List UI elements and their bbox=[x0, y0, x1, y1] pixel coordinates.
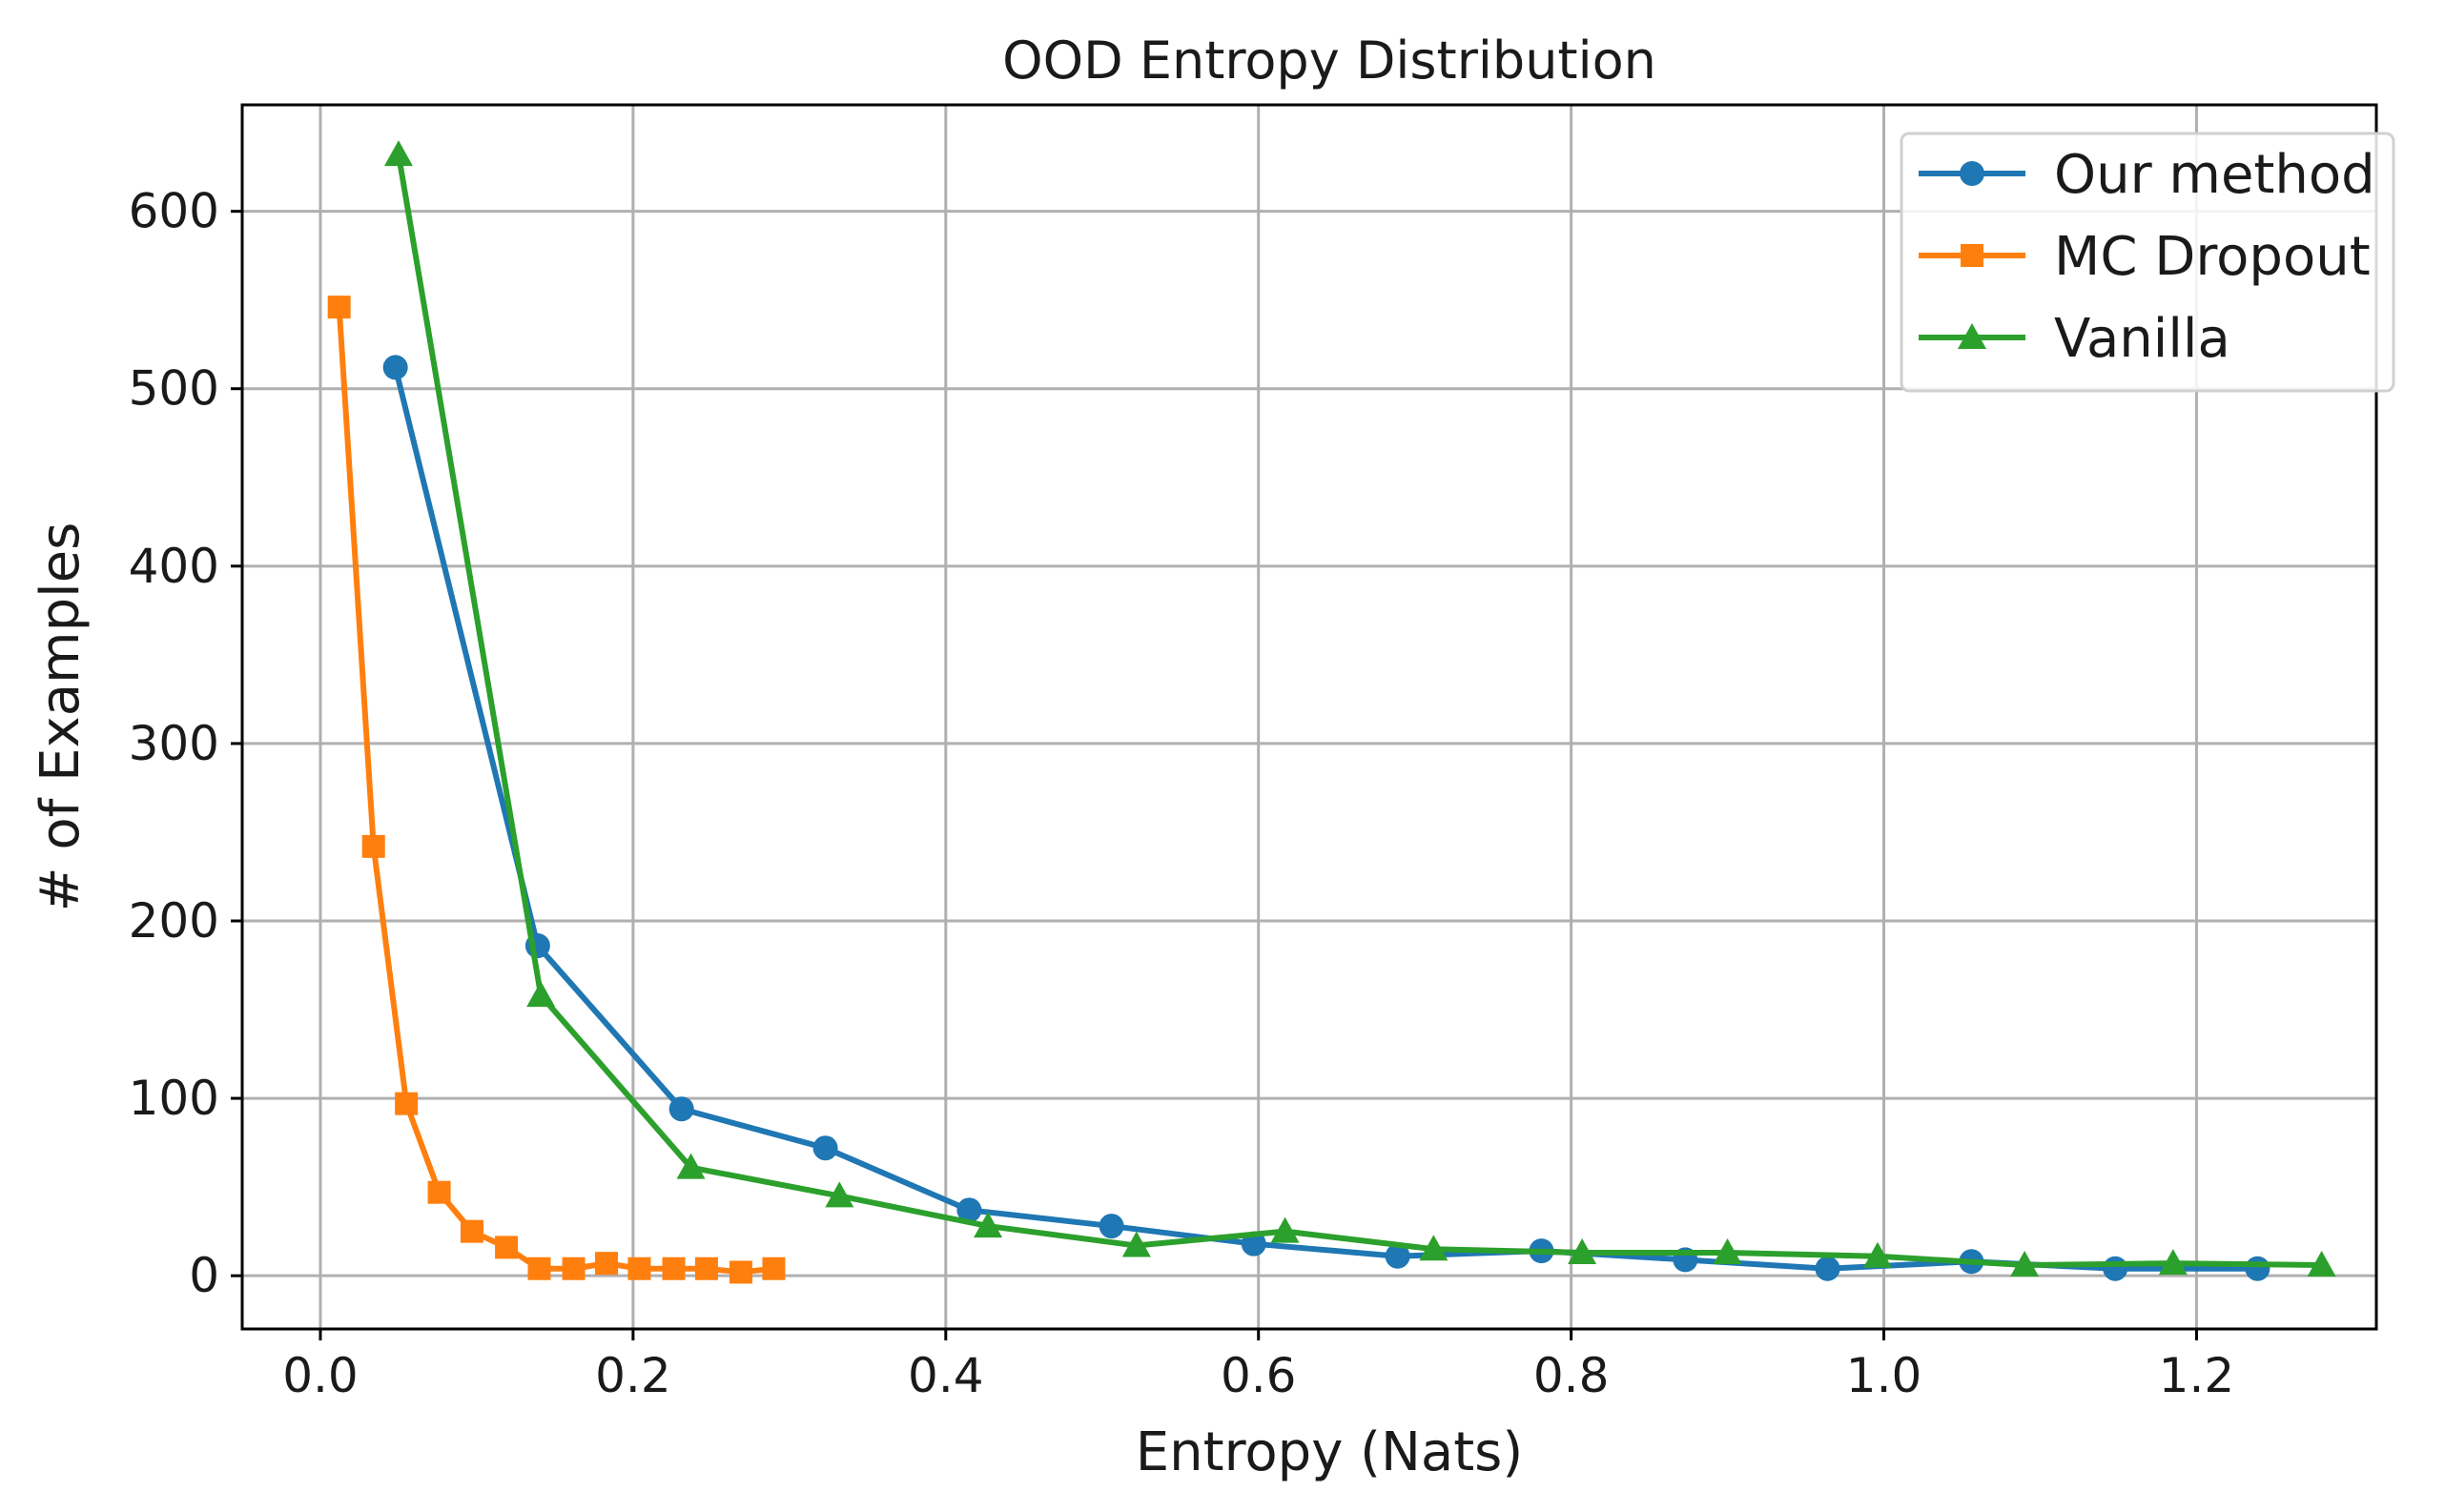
data-point-our-method bbox=[1099, 1214, 1124, 1239]
data-point-vanilla bbox=[1270, 1216, 1300, 1243]
data-point-mc-dropout bbox=[461, 1219, 484, 1243]
data-point-our-method bbox=[812, 1135, 838, 1161]
data-point-mc-dropout bbox=[527, 1257, 551, 1280]
legend-marker bbox=[1961, 244, 1983, 267]
data-point-mc-dropout bbox=[562, 1257, 586, 1280]
data-point-our-method bbox=[668, 1096, 694, 1122]
data-point-vanilla bbox=[2158, 1249, 2188, 1276]
data-point-mc-dropout bbox=[361, 834, 385, 858]
legend-box bbox=[1900, 132, 2395, 393]
legend-label: MC Dropout bbox=[2054, 226, 2371, 288]
legend-label: Our method bbox=[2054, 144, 2375, 206]
y-tick-label: 300 bbox=[129, 716, 219, 771]
data-point-mc-dropout bbox=[395, 1092, 419, 1115]
data-point-mc-dropout bbox=[327, 296, 351, 319]
x-tick-label: 1.0 bbox=[1846, 1348, 1922, 1403]
data-point-mc-dropout bbox=[495, 1236, 519, 1259]
data-point-our-method bbox=[2103, 1256, 2128, 1281]
y-tick-label: 400 bbox=[129, 539, 219, 594]
data-point-mc-dropout bbox=[595, 1252, 619, 1276]
data-point-mc-dropout bbox=[762, 1257, 786, 1280]
series-vanilla bbox=[383, 140, 2336, 1277]
data-point-mc-dropout bbox=[627, 1257, 651, 1280]
x-tick-label: 0.2 bbox=[595, 1348, 671, 1403]
legend: Our method MC Dropout Vanilla bbox=[1900, 132, 2395, 393]
data-point-vanilla bbox=[2010, 1251, 2040, 1277]
data-point-our-method bbox=[956, 1197, 982, 1223]
data-point-our-method bbox=[2245, 1256, 2270, 1281]
data-point-vanilla bbox=[1121, 1231, 1151, 1257]
data-point-mc-dropout bbox=[729, 1260, 753, 1284]
data-point-vanilla bbox=[974, 1212, 1003, 1238]
series-mc-dropout bbox=[327, 296, 786, 1284]
legend-label: Vanilla bbox=[2054, 308, 2230, 370]
x-tick-label: 0.6 bbox=[1221, 1348, 1297, 1403]
legend-item-vanilla: Vanilla bbox=[1919, 308, 2230, 370]
data-point-vanilla bbox=[526, 981, 556, 1008]
data-point-vanilla bbox=[2307, 1251, 2336, 1277]
data-point-vanilla bbox=[1713, 1237, 1742, 1264]
x-axis-label: Entropy (Nats) bbox=[1136, 1421, 1523, 1483]
y-tick-label: 600 bbox=[129, 184, 219, 239]
data-point-mc-dropout bbox=[427, 1180, 451, 1204]
x-tick-label: 1.2 bbox=[2159, 1348, 2235, 1403]
data-point-vanilla bbox=[825, 1181, 854, 1208]
y-tick-label: 0 bbox=[189, 1248, 219, 1303]
x-tick-label: 0.8 bbox=[1533, 1348, 1610, 1403]
y-axis-label: # of Examples bbox=[30, 522, 92, 912]
legend-item-our-method: Our method bbox=[1919, 144, 2375, 206]
legend-marker bbox=[1960, 161, 1984, 186]
y-tick-label: 100 bbox=[129, 1071, 219, 1126]
data-point-vanilla bbox=[676, 1153, 706, 1179]
data-point-vanilla bbox=[1862, 1241, 1892, 1268]
legend-marker bbox=[1958, 323, 1986, 349]
data-point-vanilla bbox=[1419, 1235, 1449, 1261]
series-layer bbox=[327, 140, 2336, 1284]
data-point-mc-dropout bbox=[694, 1257, 718, 1280]
x-tick-label: 0.0 bbox=[282, 1348, 359, 1403]
chart-title: OOD Entropy Distribution bbox=[1002, 31, 1656, 91]
x-tick-label: 0.4 bbox=[908, 1348, 984, 1403]
series-line-vanilla bbox=[395, 153, 2322, 1269]
plot-frame bbox=[240, 103, 2378, 1331]
data-point-mc-dropout bbox=[662, 1257, 686, 1280]
data-point-vanilla bbox=[383, 140, 413, 167]
data-point-our-method bbox=[382, 355, 408, 380]
grid bbox=[242, 105, 2376, 1329]
data-point-vanilla bbox=[1568, 1237, 1597, 1264]
y-tick-label: 500 bbox=[129, 361, 219, 417]
axis-ticks: 0.0 0.2 0.4 0.6 0.8 1.0 1.2 0 100 200 300 400 500 600 bbox=[129, 184, 2235, 1403]
data-point-our-method bbox=[1385, 1243, 1410, 1269]
legend-item-mc-dropout: MC Dropout bbox=[1919, 226, 2371, 288]
y-tick-label: 200 bbox=[129, 893, 219, 949]
data-point-our-method bbox=[1815, 1256, 1840, 1281]
